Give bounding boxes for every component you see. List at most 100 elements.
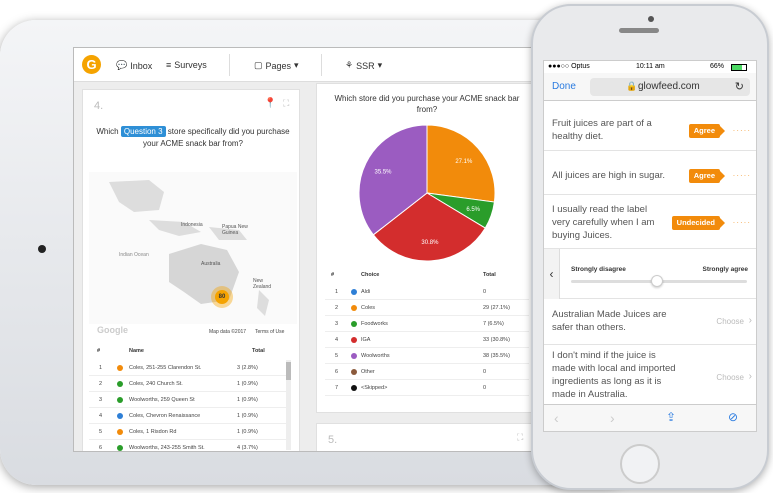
table-row[interactable]: 4 IGA 33 (30.8%) <box>325 332 529 348</box>
nav-inbox-label: Inbox <box>130 60 153 71</box>
scrollbar[interactable] <box>286 360 291 450</box>
table-row[interactable]: 2 Coles, 240 Church St. 1 (0.9%) <box>89 376 289 392</box>
map-label-nz: New Zealand <box>253 278 272 290</box>
slider-row: ‹ Strongly disagree Strongly agree <box>544 249 756 299</box>
slider-thumb[interactable] <box>651 275 663 287</box>
row-total: 3 (2.8%) <box>237 365 258 371</box>
map-data-credit: Map data ©2017 <box>209 329 247 335</box>
share-icon[interactable]: ⇪ <box>666 410 677 424</box>
answer-tag[interactable]: Agree <box>688 124 726 138</box>
row-total: 33 (30.8%) <box>483 337 510 343</box>
col-header-num[interactable]: # <box>331 272 335 278</box>
expand-icon[interactable]: ⛶ <box>283 98 290 108</box>
pages-icon: ▢ <box>254 60 263 70</box>
chevron-left-icon[interactable]: ‹ <box>544 249 560 299</box>
nav-ssr[interactable]: ⚘ SSR ▾ <box>345 60 382 71</box>
map-label-australia: Australia <box>201 261 221 267</box>
survey-item[interactable]: Fruit juices are part of a healthy diet.… <box>544 101 756 151</box>
pie-slice-iga[interactable] <box>372 192 486 262</box>
pie-slice-coles[interactable] <box>426 124 496 203</box>
survey-item[interactable]: All juices are high in sugar. Agree ····… <box>544 151 756 195</box>
row-label: Other <box>361 369 375 375</box>
map-terms-link[interactable]: Terms of Use <box>255 329 285 335</box>
table-row[interactable]: 1 Coles, 251-255 Clarendon St. 3 (2.8%) <box>89 360 289 376</box>
question-text: Which Question 3 store specifically did … <box>95 126 291 150</box>
col-header-total[interactable]: Total <box>483 272 496 278</box>
map-label-png: Papua New Guinea <box>222 224 248 236</box>
carrier-label: ●●●○○ Optus <box>548 63 590 70</box>
phone-speaker <box>619 28 659 33</box>
answer-tag[interactable]: Undecided <box>671 216 726 230</box>
survey-item[interactable]: Australian Made Juices are safer than ot… <box>544 299 756 345</box>
survey-item[interactable]: I don't mind if the juice is made with l… <box>544 345 756 404</box>
phone-home-button[interactable] <box>620 444 660 484</box>
answer-tag[interactable]: Agree <box>688 169 726 183</box>
table-row[interactable]: 2 Coles 29 (27.1%) <box>325 300 529 316</box>
choices-table: # Choice Total 1 Aldi 0 2 Coles 29 (27.1%) 3 Fo… <box>325 268 529 398</box>
location-pin-icon[interactable]: 📍 <box>264 98 277 109</box>
reload-icon[interactable]: ↻ <box>734 81 744 93</box>
map-view[interactable]: Indonesia Papua New Guinea Indian Ocean … <box>89 172 297 324</box>
color-dot <box>117 381 123 387</box>
col-header-choice[interactable]: Choice <box>361 272 380 278</box>
color-dot <box>117 413 123 419</box>
row-number: 5 <box>335 353 339 359</box>
table-row[interactable]: 3 Woolworths, 259 Queen St 1 (0.9%) <box>89 392 289 408</box>
rating-dots: ····· <box>732 126 751 135</box>
choose-button[interactable]: Choose <box>716 317 744 326</box>
question-badge[interactable]: Question 3 <box>120 126 166 137</box>
color-dot <box>351 289 357 295</box>
inbox-icon: 💬 <box>116 60 128 70</box>
survey-item[interactable]: I usually read the label very carefully … <box>544 195 756 249</box>
table-row[interactable]: 5 Woolworths 38 (35.5%) <box>325 348 529 364</box>
forward-icon[interactable]: › <box>610 410 615 426</box>
url-field[interactable]: 🔒 glowfeed.com ↻ <box>590 78 750 96</box>
battery-icon <box>731 64 747 71</box>
nav-inbox[interactable]: 💬 Inbox <box>116 60 152 71</box>
row-number: 4 <box>99 413 103 419</box>
col-header-name[interactable]: Name <box>129 348 144 354</box>
color-dot <box>351 337 357 343</box>
row-label: Woolworths, 259 Queen St <box>129 397 195 403</box>
compass-icon[interactable]: ⊘ <box>728 410 739 424</box>
scrollbar-thumb[interactable] <box>286 362 291 380</box>
table-row[interactable]: 1 Aldi 0 <box>325 284 529 300</box>
row-total: 0 <box>483 385 487 391</box>
back-icon[interactable]: ‹ <box>554 410 559 426</box>
expand-icon[interactable]: ⛶ <box>517 432 524 442</box>
ssr-icon: ⚘ <box>345 60 354 70</box>
row-label: Woolworths, 243-255 Smith St. <box>129 445 205 451</box>
chevron-right-icon: › <box>748 371 752 382</box>
row-number: 7 <box>335 385 339 391</box>
table-row[interactable]: 4 Coles, Chevron Renaissance 1 (0.9%) <box>89 408 289 424</box>
row-total: 29 (27.1%) <box>483 305 510 311</box>
map-cluster-marker[interactable]: 80 <box>215 290 229 304</box>
table-row[interactable]: 5 Coles, 1 Risdon Rd 1 (0.9%) <box>89 424 289 440</box>
app-logo[interactable]: G <box>82 55 101 74</box>
table-row[interactable]: 3 Foodworks 7 (6.5%) <box>325 316 529 332</box>
google-logo: Google <box>97 325 128 335</box>
top-nav-bar: G 💬 Inbox ≡ Surveys ▢ Pages ▾ ⚘ SSR ▾ <box>74 48 542 82</box>
lock-icon: 🔒 <box>626 81 638 91</box>
done-button[interactable]: Done <box>552 81 576 92</box>
pie-slice-woolworths[interactable] <box>358 124 428 236</box>
table-row[interactable]: 6 Other 0 <box>325 364 529 380</box>
color-dot <box>351 321 357 327</box>
row-label: Coles, 1 Risdon Rd <box>129 429 177 435</box>
row-number: 3 <box>99 397 103 403</box>
col-header-num[interactable]: # <box>97 348 101 354</box>
pie-chart-title: Which store did you purchase your ACME s… <box>334 94 520 114</box>
rating-dots: ····· <box>732 171 751 180</box>
nav-pages[interactable]: ▢ Pages ▾ <box>254 60 299 71</box>
table-row[interactable]: 7 <Skipped> 0 <box>325 380 529 396</box>
nav-surveys[interactable]: ≡ Surveys <box>166 60 207 70</box>
surveys-icon: ≡ <box>166 60 172 70</box>
choose-button[interactable]: Choose <box>716 373 744 382</box>
color-dot <box>351 353 357 359</box>
rating-dots: ····· <box>732 218 751 227</box>
color-dot <box>351 305 357 311</box>
table-row[interactable]: 6 Woolworths, 243-255 Smith St. 4 (3.7%) <box>89 440 289 451</box>
row-label: Coles <box>361 305 376 311</box>
row-total: 0 <box>483 369 487 375</box>
col-header-total[interactable]: Total <box>252 348 265 354</box>
